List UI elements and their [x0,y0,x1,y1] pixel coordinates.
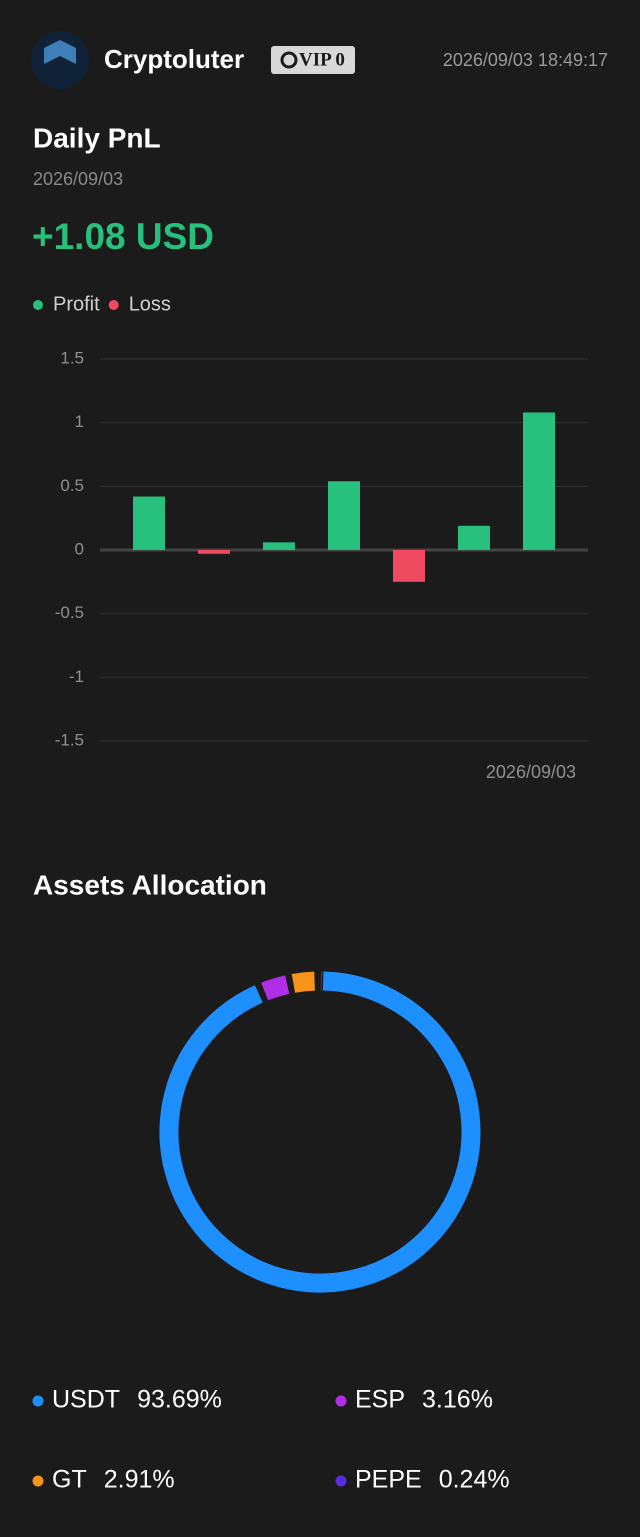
legend-label: Profit [53,293,100,315]
bar [198,550,230,554]
y-tick-label: 0 [75,539,84,558]
legend-dot [32,1395,44,1407]
bar [133,496,165,550]
section-title: Assets Allocation [33,869,267,900]
legend-dot [335,1395,347,1407]
pnl-date: 2026/09/03 [33,169,123,189]
avatar-icon [44,40,76,64]
bar [393,550,425,582]
donut-segment [261,975,290,1001]
bar [458,525,490,550]
legend-name: USDT [52,1386,120,1414]
legend-dot [108,300,119,310]
y-tick-label: -1.5 [55,730,84,749]
vip-label: VIP 0 [299,49,345,70]
legend-value: 93.69% [137,1386,222,1414]
legend-dot [335,1475,347,1487]
y-tick-label: 1 [75,412,84,431]
y-tick-label: 0.5 [60,476,84,495]
legend-label: Loss [129,293,171,315]
legend-value: 3.16% [422,1386,493,1414]
bar [523,412,555,550]
bar [263,542,295,550]
y-tick-label: -0.5 [55,603,84,622]
legend-value: 2.91% [104,1466,175,1494]
legend-dot [33,300,43,310]
y-tick-label: -1 [69,667,84,686]
section-title: Daily PnL [33,122,161,153]
timestamp: 2026/09/03 18:49:17 [443,50,608,70]
legend-name: GT [52,1466,87,1494]
y-tick-label: 1.5 [60,348,84,367]
vip-icon [280,51,298,69]
avatar [31,31,89,89]
bar [328,481,360,550]
legend-name: PEPE [355,1466,422,1494]
donut-segment [291,971,316,993]
legend-dot [32,1475,44,1487]
donut-segment [159,971,481,1293]
legend-value: 0.24% [439,1466,510,1494]
user-name: Cryptoluter [104,44,244,74]
legend-name: ESP [355,1386,405,1414]
x-tick-label: 2026/09/03 [486,762,576,782]
pnl-total: +1.08 USD [32,216,214,257]
